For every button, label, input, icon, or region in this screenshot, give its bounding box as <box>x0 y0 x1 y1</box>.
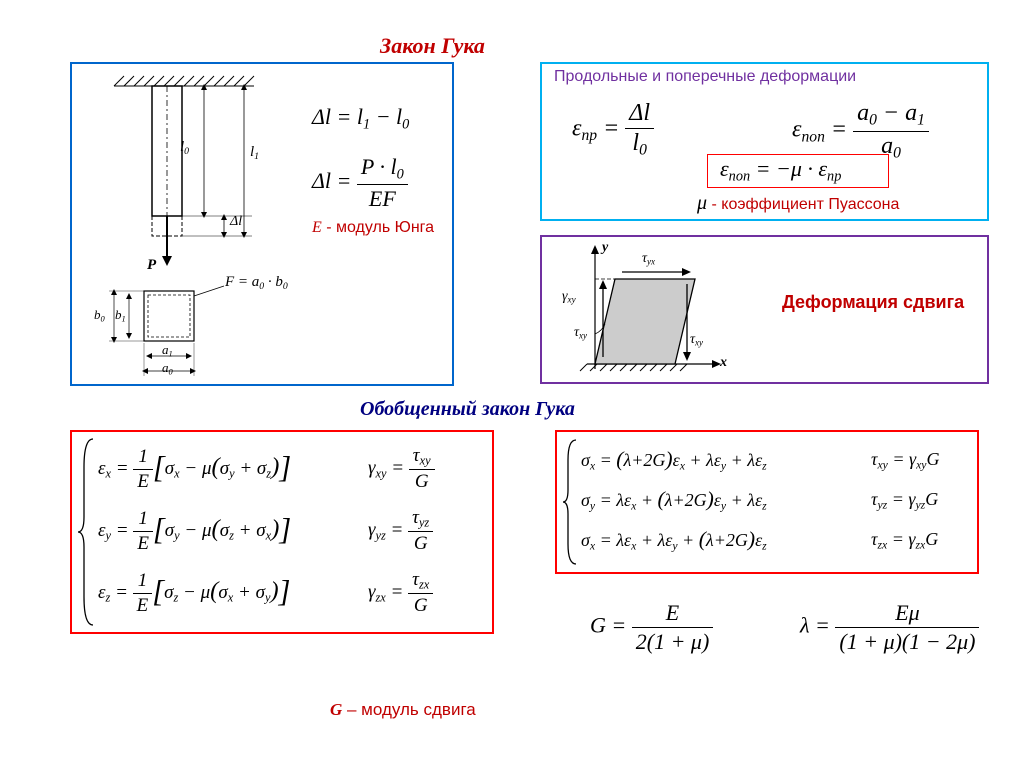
label-x-axis: x <box>720 355 727 371</box>
shear-modulus-label: G – модуль сдвига <box>330 700 476 720</box>
label-P: P <box>147 257 156 274</box>
label-tauxy-left: τxy <box>574 325 587 341</box>
strain-row: εz = 1E[σz − μ(σx + σy)]γzx = τzxG <box>98 562 435 624</box>
eps-pop-formula: εnon = a0 − a1a0 <box>792 100 929 162</box>
poisson-relation-box: εnon = −μ · εnp <box>707 154 889 188</box>
bar-diagram <box>74 66 294 382</box>
deformations-cyan-box: Продольные и поперечные деформации εnp =… <box>540 62 989 221</box>
formula-dl-hooke: Δl = P · l0EF <box>312 154 408 212</box>
stress-row: σy = λεx + (λ+2G)εy + λεzτyz = γyzG <box>581 480 939 520</box>
label-a1: a1 <box>162 342 173 359</box>
young-modulus-label: E - модуль Юнга <box>312 219 434 237</box>
label-b0: b0 <box>94 307 105 324</box>
stress-equations-box: σx = (λ+2G)εx + λεy + λεzτxy = γxyGσy = … <box>555 430 979 574</box>
stress-row: σx = λεx + λεy + (λ+2G)εzτzx = γzxG <box>581 520 939 560</box>
formula-dl-diff: Δl = l1 − l0 <box>312 104 409 133</box>
label-l0: l0 <box>180 139 189 157</box>
label-dl: Δl <box>230 214 242 230</box>
stress-row: σx = (λ+2G)εx + λεy + λεzτxy = γxyG <box>581 440 939 480</box>
label-gamma: γxy <box>562 289 576 305</box>
hooke-blue-box: l0 l1 P Δl b0 b1 a1 a0 F = a0 · b0 Δl = … <box>70 62 454 386</box>
shear-purple-box: y x γxy τyx τxy τxy Деформация сдвига <box>540 235 989 384</box>
strain-row: εx = 1E[σx − μ(σy + σz)]γxy = τxyG <box>98 438 435 500</box>
label-F: F = a0 · b0 <box>225 274 288 292</box>
eps-pr-formula: εnp = Δll0 <box>572 100 654 160</box>
G-formula: G = E2(1 + μ) <box>590 600 713 655</box>
label-tauyx: τyx <box>642 251 655 267</box>
cyan-header: Продольные и поперечные деформации <box>554 68 856 86</box>
strain-equations-box: εx = 1E[σx − μ(σy + σz)]γxy = τxyGεy = 1… <box>70 430 494 634</box>
strain-row: εy = 1E[σy − μ(σz + σx)]γyz = τyzG <box>98 500 435 562</box>
shear-diagram <box>547 239 727 379</box>
main-title: Закон Гука <box>380 33 485 59</box>
shear-title: Деформация сдвига <box>782 292 964 313</box>
generalized-title: Обобщенный закон Гука <box>360 398 575 421</box>
label-a0: a0 <box>162 360 173 377</box>
label-b1: b1 <box>115 307 126 324</box>
lambda-formula: λ = Eμ(1 + μ)(1 − 2μ) <box>800 600 979 655</box>
label-tauxy-right: τxy <box>690 332 703 348</box>
label-y-axis: y <box>602 240 608 256</box>
poisson-label: μ - коэффициент Пуассона <box>697 192 899 215</box>
label-l1: l1 <box>250 144 259 162</box>
